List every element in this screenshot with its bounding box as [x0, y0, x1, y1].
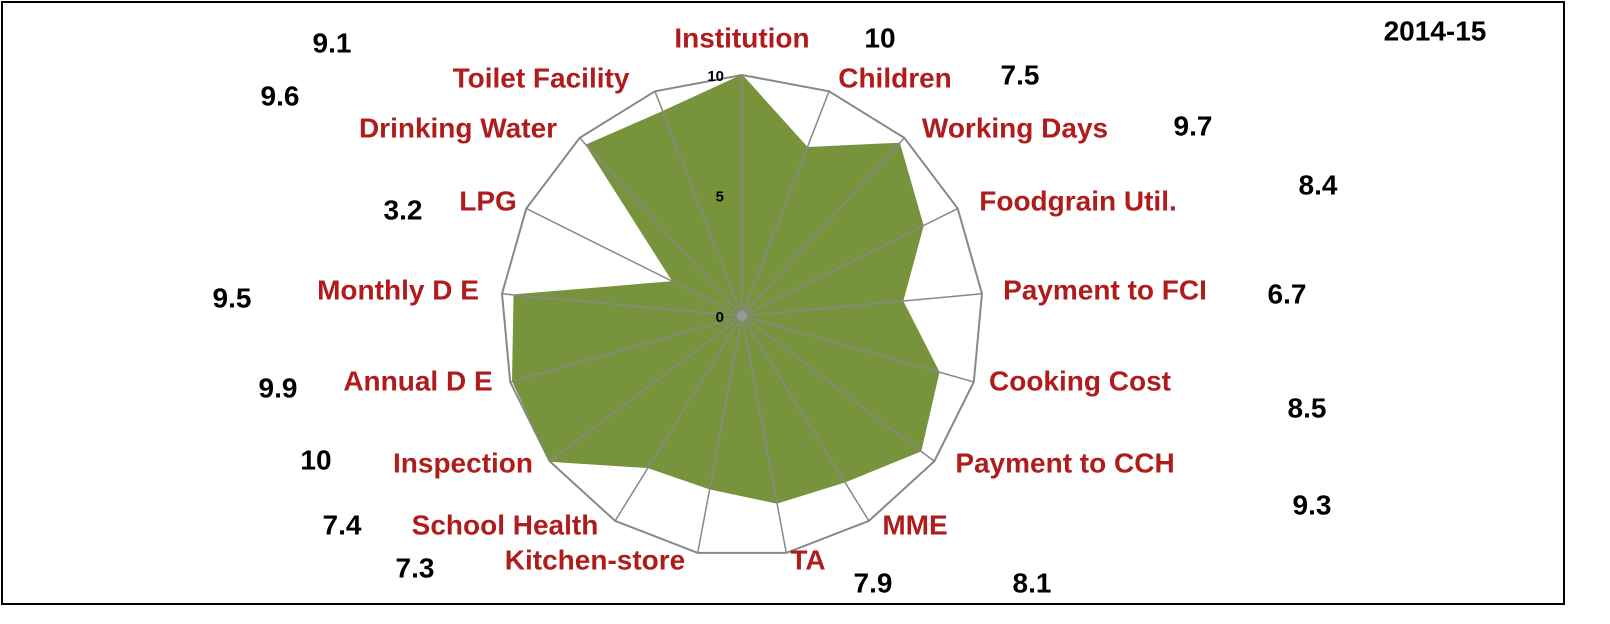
value-label: 9.3	[1293, 489, 1332, 520]
value-label: 9.7	[1174, 110, 1213, 141]
value-label: 8.5	[1288, 392, 1327, 423]
category-label: Payment to CCH	[955, 447, 1174, 478]
category-label: Kitchen-store	[505, 544, 685, 575]
value-label: 6.7	[1268, 278, 1307, 309]
category-label: Drinking Water	[359, 112, 557, 143]
value-label: 7.3	[396, 552, 435, 583]
outer-ring	[501, 73, 983, 554]
value-label: 8.1	[1013, 567, 1052, 598]
category-label: School Health	[412, 509, 599, 540]
category-label: Foodgrain Util.	[979, 185, 1177, 216]
category-label: MME	[882, 509, 947, 540]
tick-label: 10	[707, 68, 724, 85]
category-label: Children	[838, 62, 952, 93]
spoke	[741, 315, 870, 522]
spoke	[741, 315, 975, 383]
value-label: 7.5	[1001, 59, 1040, 90]
spoke	[549, 315, 743, 462]
category-label: Monthly D E	[317, 274, 479, 305]
spoke	[741, 315, 935, 462]
category-label: Annual D E	[343, 365, 492, 396]
spoke	[696, 315, 743, 554]
spoke	[501, 293, 743, 317]
chart-title: 2014-15	[1384, 15, 1487, 46]
value-label: 7.4	[323, 509, 362, 540]
tick-label: 0	[716, 309, 724, 326]
category-label: Cooking Cost	[989, 365, 1171, 396]
category-label: TA	[790, 544, 825, 575]
spoke	[741, 91, 830, 317]
value-label: 9.6	[261, 80, 300, 111]
category-label: Toilet Facility	[453, 62, 630, 93]
spoke	[741, 137, 905, 317]
spoke	[509, 315, 743, 383]
spoke	[525, 207, 743, 317]
frame	[1, 1, 1565, 605]
value-label: 3.2	[384, 194, 423, 225]
value-label: 9.1	[313, 27, 352, 58]
spoke	[741, 315, 788, 554]
category-label: Institution	[674, 22, 809, 53]
radar-area	[512, 74, 940, 504]
category-label: Inspection	[393, 447, 533, 478]
spoke	[579, 137, 743, 317]
tick-label: 5	[716, 188, 724, 205]
spoke	[614, 315, 743, 522]
value-label: 10	[864, 22, 895, 53]
value-label: 8.4	[1299, 169, 1338, 200]
spoke	[741, 207, 959, 317]
category-label: LPG	[459, 185, 517, 216]
spoke	[741, 293, 983, 317]
center-dot	[737, 311, 747, 321]
category-label: Payment to FCI	[1003, 274, 1207, 305]
value-label: 9.9	[259, 372, 298, 403]
value-label: 7.9	[854, 567, 893, 598]
value-label: 9.5	[213, 282, 252, 313]
value-label: 10	[300, 444, 331, 475]
spoke	[654, 91, 743, 317]
category-label: Working Days	[922, 112, 1108, 143]
